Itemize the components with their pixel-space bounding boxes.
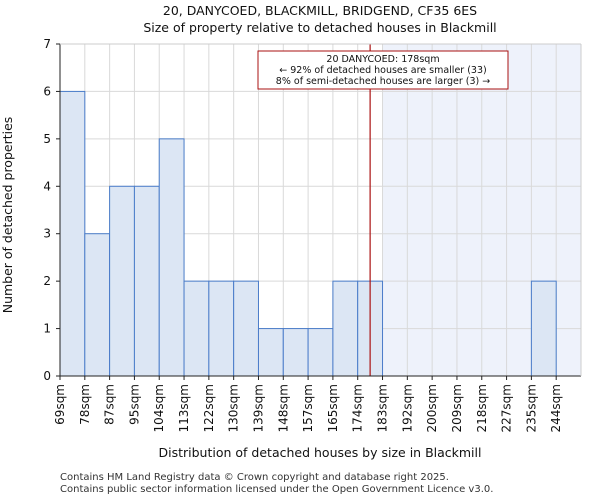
x-tick-label: 95sqm xyxy=(127,384,141,425)
x-tick-label: 200sqm xyxy=(425,384,439,432)
footer-copyright: Contains HM Land Registry data © Crown c… xyxy=(60,472,449,483)
bar-104sqm xyxy=(158,138,185,377)
x-tick-label: 157sqm xyxy=(301,384,315,432)
bar-235sqm xyxy=(530,280,557,377)
x-tick-label: 69sqm xyxy=(53,384,67,425)
annotation-line-2: ← 92% of detached houses are smaller (33… xyxy=(279,65,486,76)
bar-78sqm xyxy=(84,233,111,377)
y-axis-label: Number of detached properties xyxy=(0,117,15,314)
bar-165sqm xyxy=(332,280,359,377)
y-tick-label: 1 xyxy=(43,322,51,336)
y-tick-label: 0 xyxy=(43,369,51,383)
x-tick-label: 183sqm xyxy=(376,384,390,432)
bar-139sqm xyxy=(257,328,284,377)
x-tick-label: 78sqm xyxy=(78,384,92,425)
bar-87sqm xyxy=(109,185,135,377)
bar-148sqm xyxy=(282,328,309,377)
bar-113sqm xyxy=(183,280,210,377)
annotation-line-1: 20 DANYCOED: 178sqm xyxy=(326,54,439,65)
x-tick-label: 235sqm xyxy=(524,384,538,432)
x-tick-label: 122sqm xyxy=(202,384,216,432)
x-tick-label: 130sqm xyxy=(227,384,241,432)
y-tick-label: 5 xyxy=(43,132,51,146)
bar-130sqm xyxy=(233,280,259,377)
x-axis-label: Distribution of detached houses by size … xyxy=(159,445,482,460)
bar-122sqm xyxy=(208,280,235,377)
chart-subtitle: Size of property relative to detached ho… xyxy=(143,20,496,35)
footer-licence: Contains public sector information licen… xyxy=(60,484,494,495)
bar-157sqm xyxy=(307,328,334,377)
chart-title: 20, DANYCOED, BLACKMILL, BRIDGEND, CF35 … xyxy=(163,3,477,18)
x-tick-label: 139sqm xyxy=(251,384,265,432)
y-tick-label: 6 xyxy=(43,84,51,98)
bar-95sqm xyxy=(133,185,160,377)
annotation-line-3: 8% of semi-detached houses are larger (3… xyxy=(276,76,490,87)
x-tick-label: 218sqm xyxy=(475,384,489,432)
y-tick-label: 7 xyxy=(43,37,51,51)
x-tick-label: 165sqm xyxy=(326,384,340,432)
x-tick-label: 104sqm xyxy=(152,384,166,432)
y-tick-label: 3 xyxy=(43,227,51,241)
x-tick-label: 192sqm xyxy=(400,384,414,432)
x-tick-label: 87sqm xyxy=(103,384,117,425)
x-tick-label: 174sqm xyxy=(351,384,365,432)
x-tick-label: 113sqm xyxy=(177,384,191,432)
x-tick-label: 209sqm xyxy=(450,384,464,432)
x-tick-label: 244sqm xyxy=(549,384,563,432)
bar-69sqm xyxy=(59,90,86,377)
x-tick-label: 148sqm xyxy=(276,384,290,432)
y-tick-label: 4 xyxy=(43,179,51,193)
y-tick-label: 2 xyxy=(43,274,51,288)
x-tick-label: 227sqm xyxy=(500,384,514,432)
annotation-box: 20 DANYCOED: 178sqm ← 92% of detached ho… xyxy=(257,50,509,90)
